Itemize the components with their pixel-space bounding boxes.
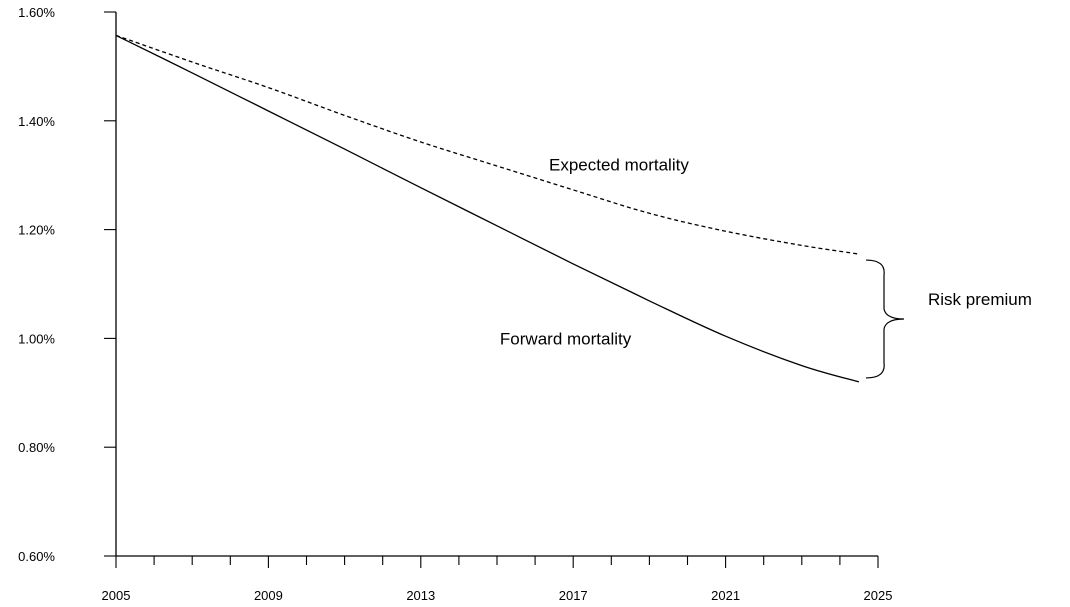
annotation-risk-premium: Risk premium: [928, 290, 1032, 309]
x-tick-label: 2013: [406, 588, 435, 603]
x-tick-label: 2017: [559, 588, 588, 603]
y-tick-label: 1.00%: [18, 331, 55, 346]
y-tick-label: 1.60%: [18, 5, 55, 20]
x-tick-label: 2005: [102, 588, 131, 603]
series: [115, 34, 860, 383]
x-tick-label: 2025: [864, 588, 893, 603]
axes: [115, 12, 878, 557]
y-tick-label: 0.60%: [18, 549, 55, 564]
series-line-forward-mortality: [115, 34, 860, 383]
y-tick-label: 1.20%: [18, 223, 55, 238]
y-tick-label: 0.80%: [18, 440, 55, 455]
y-ticks: 0.60% 0.80% 1.00% 1.20% 1.40% 1.60%: [18, 5, 116, 564]
annotation-expected-mortality: Expected mortality: [549, 155, 689, 174]
y-tick-label: 1.40%: [18, 114, 55, 129]
x-ticks: 2005 2009 2013 2017 2021 2025: [102, 556, 893, 603]
annotation-forward-mortality: Forward mortality: [500, 329, 632, 348]
annotations: Expected mortality Forward mortality Ris…: [500, 155, 1032, 379]
x-tick-label: 2021: [711, 588, 740, 603]
series-line-expected-mortality: [115, 34, 860, 255]
x-tick-label: 2009: [254, 588, 283, 603]
risk-premium-brace: [865, 259, 905, 379]
